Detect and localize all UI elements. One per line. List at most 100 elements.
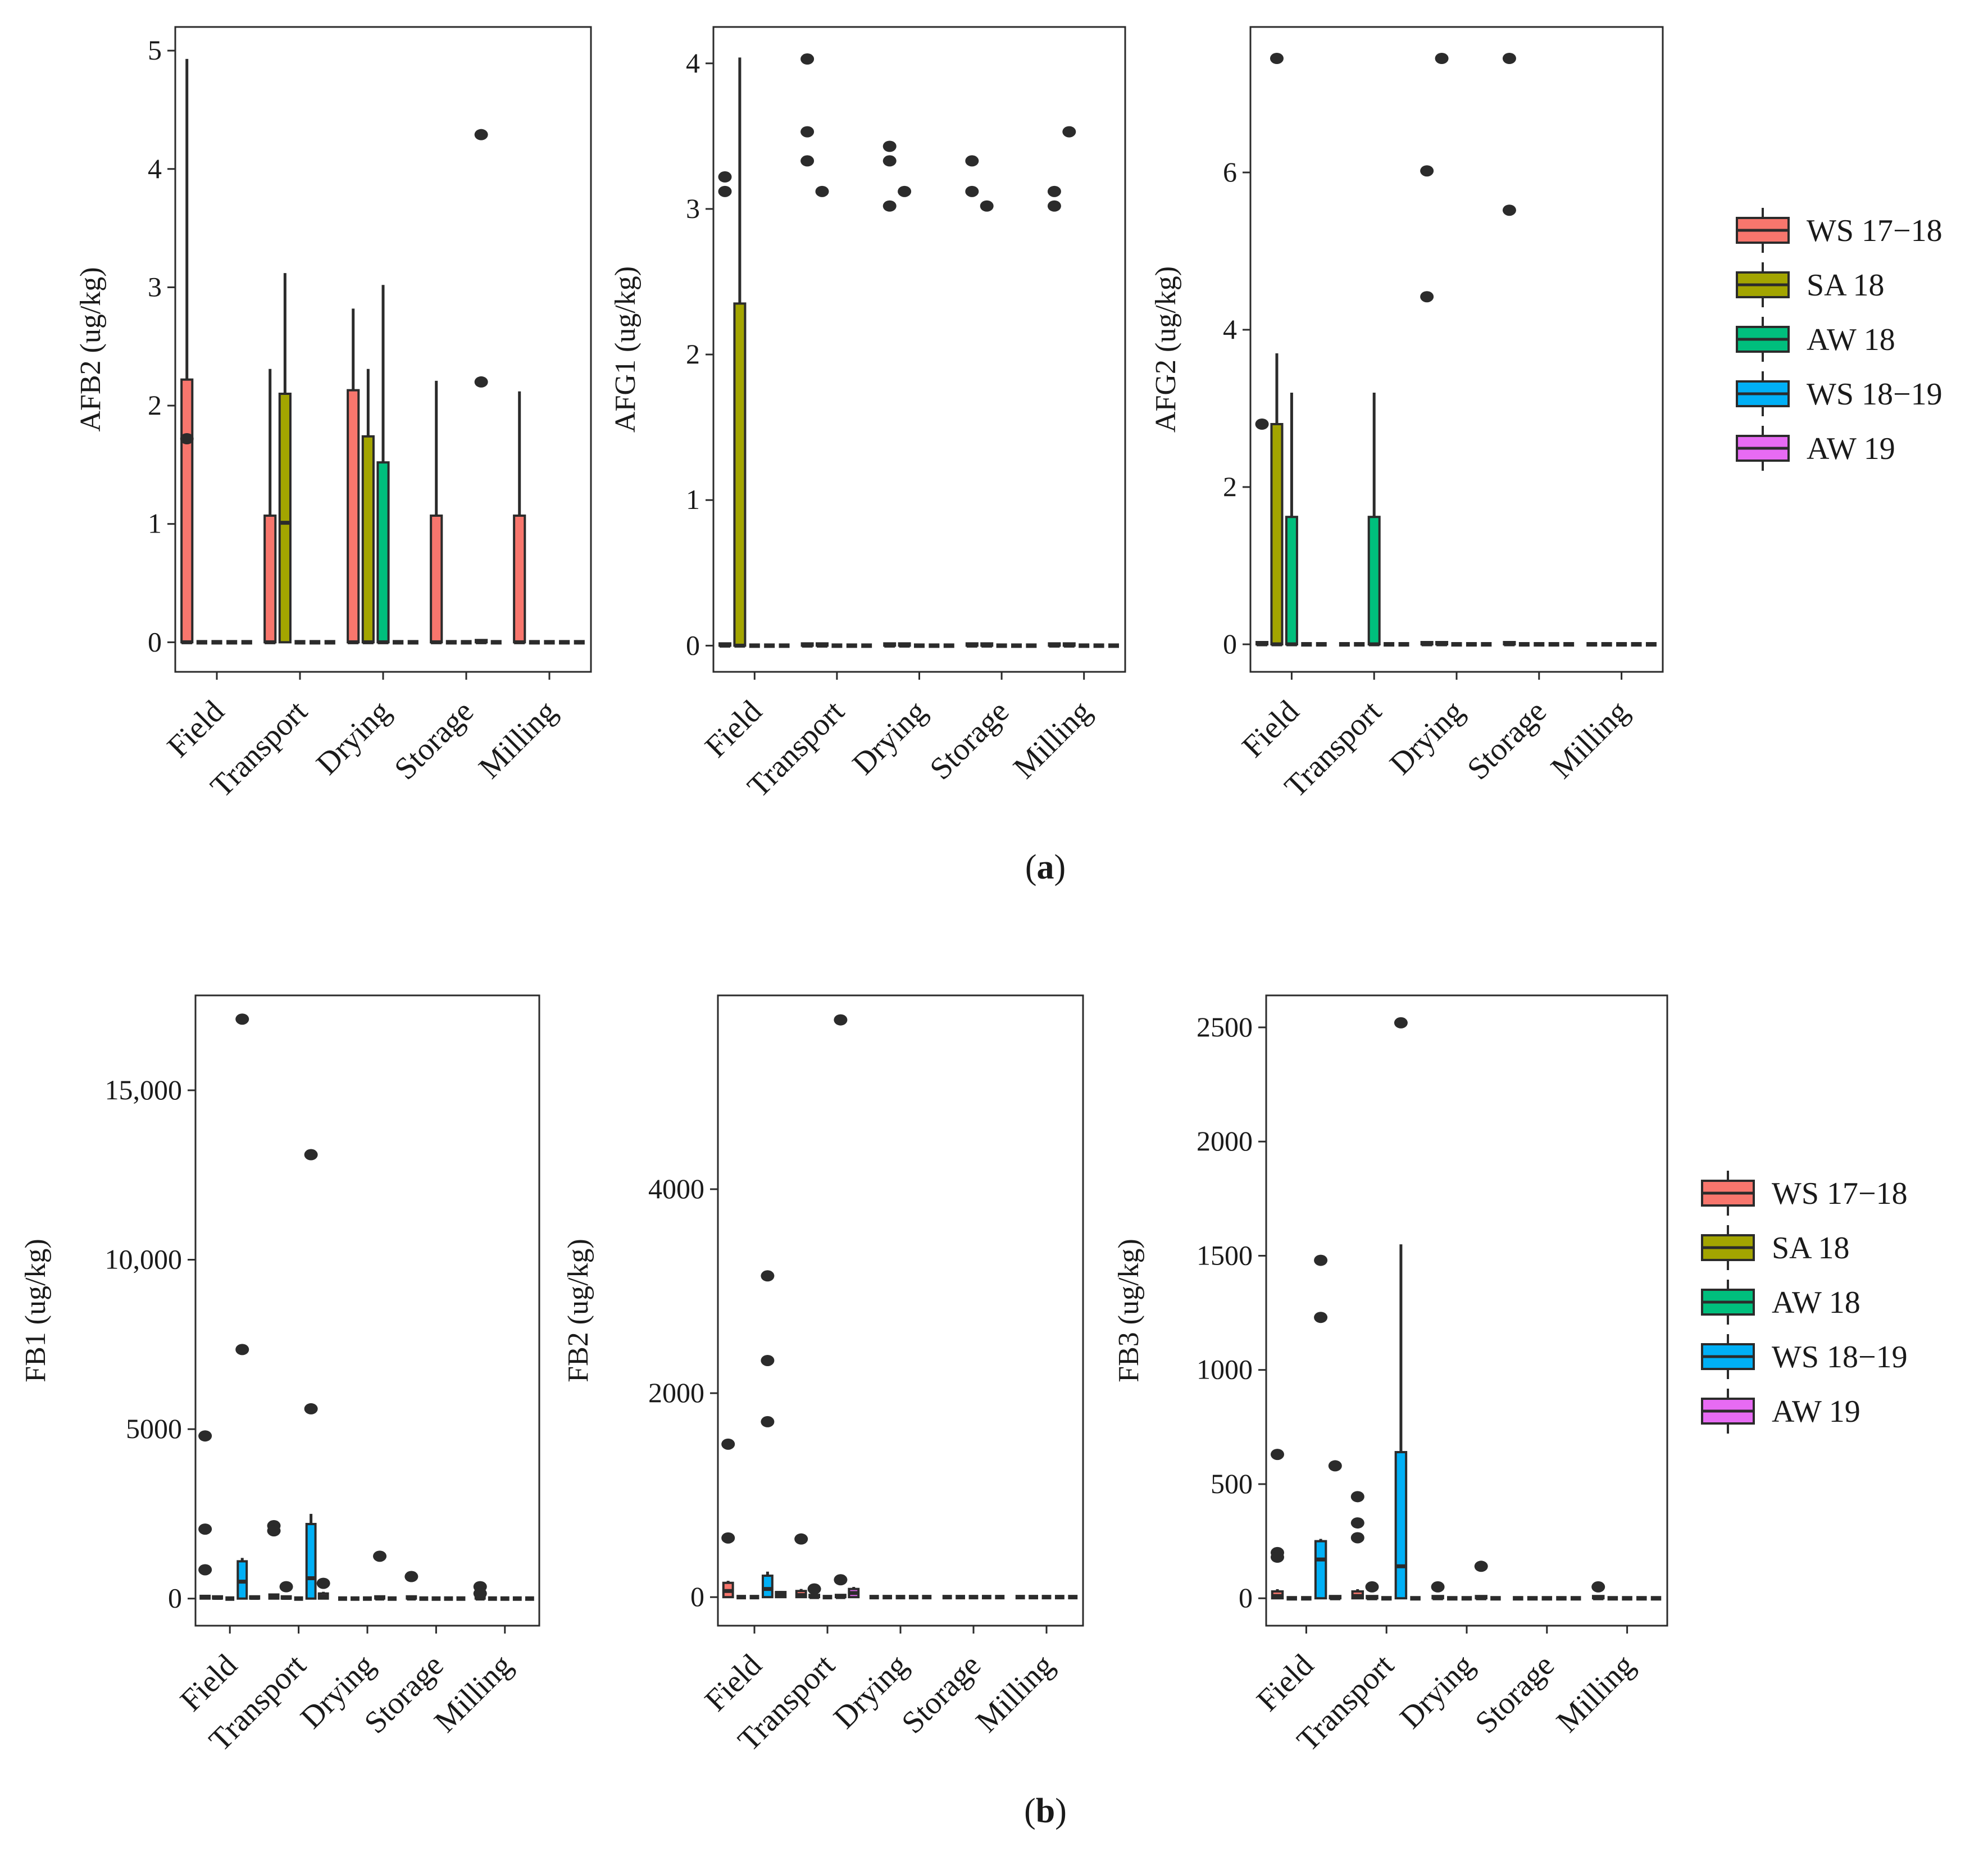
outlier-point bbox=[1255, 418, 1269, 430]
box-field-aw-18 bbox=[1285, 393, 1298, 647]
box-transport-sa-18 bbox=[279, 1581, 293, 1600]
y-tick-label: 2 bbox=[686, 338, 700, 370]
legend-item-aw-19: AW 19 bbox=[1736, 426, 1895, 471]
outlier-point bbox=[1062, 126, 1076, 138]
legend-item-aw-18: AW 18 bbox=[1701, 1280, 1860, 1325]
legend-item-ws-17-18: WS 17−18 bbox=[1736, 208, 1942, 253]
y-tick-label: 0 bbox=[148, 626, 162, 657]
outlier-point bbox=[1431, 1581, 1445, 1593]
box-body bbox=[361, 435, 375, 644]
panel-label-b-letter: b bbox=[1036, 1792, 1055, 1830]
y-tick-label: 1 bbox=[148, 508, 162, 539]
outlier-point bbox=[316, 1577, 330, 1589]
box-drying-ws-17-18 bbox=[882, 140, 897, 648]
y-axis-title: AFB2 (ug/kg) bbox=[75, 267, 107, 431]
legend-panel-a: WS 17−18 SA 18 AW 18 WS 18−19 AW 19 bbox=[1736, 208, 1942, 471]
outlier-point bbox=[1365, 1581, 1379, 1593]
y-axis-title: FB2 (ug/kg) bbox=[562, 1239, 594, 1382]
outlier-point bbox=[1591, 1581, 1605, 1593]
box-storage-ws-17-18 bbox=[965, 155, 979, 648]
y-tick-label: 5 bbox=[148, 34, 162, 66]
y-tick-label: 2000 bbox=[648, 1377, 704, 1408]
y-tick-label: 3 bbox=[148, 271, 162, 302]
box-body bbox=[180, 378, 194, 644]
y-tick-label: 0 bbox=[686, 629, 700, 661]
box-transport-sa-18 bbox=[807, 1583, 821, 1599]
box-drying-ws-17-18 bbox=[347, 308, 360, 644]
outlier-point bbox=[718, 185, 732, 197]
outlier-point bbox=[718, 171, 732, 183]
box-body bbox=[1270, 423, 1284, 645]
legend-label: AW 18 bbox=[1807, 322, 1895, 357]
y-tick-label: 5000 bbox=[126, 1413, 182, 1444]
box-body bbox=[1314, 1540, 1327, 1600]
box-transport-sa-18 bbox=[278, 273, 292, 644]
y-tick-label: 4 bbox=[686, 47, 700, 79]
outlier-point bbox=[1047, 200, 1061, 212]
outlier-point bbox=[267, 1525, 281, 1537]
legend-item-ws-17-18: WS 17−18 bbox=[1701, 1171, 1908, 1216]
outlier-point bbox=[721, 1438, 735, 1450]
box-field-ws-17-18 bbox=[718, 171, 732, 648]
y-tick-label: 2000 bbox=[1197, 1125, 1253, 1157]
outlier-point bbox=[761, 1416, 775, 1427]
outlier-point bbox=[304, 1403, 318, 1414]
outlier-point bbox=[965, 185, 979, 197]
outlier-point bbox=[1394, 1017, 1408, 1029]
outlier-point bbox=[1350, 1532, 1364, 1544]
box-body bbox=[376, 461, 390, 644]
box-field-sa-18 bbox=[1270, 53, 1284, 647]
box-milling-sa-18 bbox=[1062, 126, 1076, 648]
panel-label-b: (b) bbox=[1024, 1792, 1067, 1830]
legend-item-ws-18-19: WS 18−19 bbox=[1701, 1334, 1908, 1379]
outlier-point bbox=[815, 185, 829, 197]
outlier-point bbox=[474, 376, 488, 388]
y-tick-label: 0 bbox=[1223, 628, 1237, 659]
box-drying-ws-18-19 bbox=[1474, 1561, 1488, 1600]
legend-item-sa-18: SA 18 bbox=[1701, 1225, 1850, 1270]
box-transport-ws-18-19 bbox=[304, 1149, 318, 1600]
outlier-point bbox=[898, 185, 912, 197]
outlier-point bbox=[235, 1013, 249, 1025]
outlier-point bbox=[180, 433, 194, 445]
plot-frame bbox=[717, 994, 1084, 1627]
y-tick-label: 0 bbox=[690, 1581, 704, 1612]
legend-item-aw-18: AW 18 bbox=[1736, 317, 1895, 362]
outlier-point bbox=[800, 126, 815, 138]
box-field-ws-17-18 bbox=[180, 58, 194, 644]
box-transport-aw-19 bbox=[316, 1577, 330, 1600]
box-storage-ws-17-18 bbox=[1502, 53, 1516, 647]
outlier-point bbox=[304, 1149, 318, 1161]
plot-frame bbox=[1249, 26, 1664, 673]
outlier-point bbox=[279, 1581, 293, 1593]
outlier-point bbox=[980, 200, 994, 212]
box-field-ws-17-18 bbox=[1255, 418, 1269, 647]
outlier-point bbox=[761, 1354, 775, 1366]
box-field-ws-17-18 bbox=[1270, 1449, 1284, 1600]
box-transport-sa-18 bbox=[1365, 1581, 1379, 1600]
box-field-ws-17-18 bbox=[721, 1438, 735, 1599]
box-drying-sa-18 bbox=[898, 185, 912, 648]
y-tick-label: 6 bbox=[1223, 156, 1237, 188]
outlier-point bbox=[800, 53, 815, 65]
outlier-point bbox=[198, 1564, 212, 1576]
box-milling-ws-17-18 bbox=[1047, 185, 1061, 648]
box-drying-ws-17-18 bbox=[1420, 165, 1434, 647]
box-transport-ws-17-18 bbox=[794, 1533, 808, 1599]
legend-label: WS 18−19 bbox=[1807, 377, 1942, 412]
y-axis-title: AFG2 (ug/kg) bbox=[1150, 266, 1182, 433]
outlier-point bbox=[882, 200, 897, 212]
box-field-sa-18 bbox=[212, 1595, 224, 1600]
box-field-ws-18-19 bbox=[1314, 1254, 1328, 1600]
outlier-point bbox=[794, 1533, 808, 1545]
y-tick-label: 3 bbox=[686, 193, 700, 224]
y-tick-label: 2 bbox=[148, 389, 162, 421]
box-milling-ws-17-18 bbox=[1591, 1581, 1605, 1600]
outlier-point bbox=[721, 1532, 735, 1544]
box-transport-ws-18-19 bbox=[1394, 1017, 1408, 1600]
y-axis-title: AFG1 (ug/kg) bbox=[609, 266, 642, 433]
box-field-ws-17-18 bbox=[198, 1430, 212, 1600]
outlier-point bbox=[1270, 1552, 1284, 1563]
